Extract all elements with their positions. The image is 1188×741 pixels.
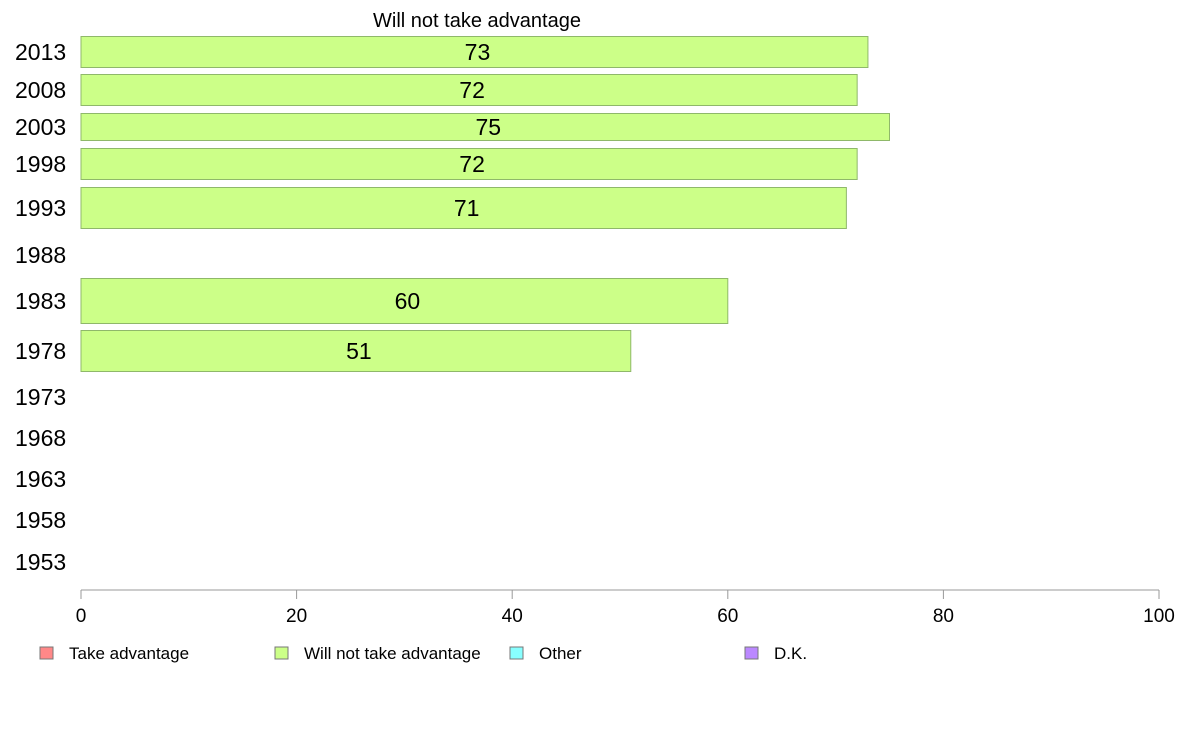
year-label-1963: 1963 <box>15 466 66 492</box>
value-label-1983: 60 <box>395 288 421 314</box>
legend: Take advantage Will not take advantage Oth… <box>39 644 807 663</box>
legend-label-0: Take advantage <box>69 644 189 663</box>
year-label-1968: 1968 <box>15 425 66 451</box>
legend-item-1: Will not take advantage <box>274 644 481 663</box>
x-tick-label-40: 40 <box>502 606 523 627</box>
legend-label-2: Other <box>539 644 582 663</box>
bars-layer: 73 72 75 72 71 60 51 <box>80 36 890 372</box>
legend-swatch-1 <box>274 646 289 660</box>
x-tick-label-20: 20 <box>286 606 307 627</box>
bar-2003 <box>80 113 890 141</box>
value-label-1998: 72 <box>459 151 485 177</box>
legend-item-3: D.K. <box>744 644 807 663</box>
x-axis: 0 20 40 60 80 100 <box>76 589 1175 627</box>
chart-title: Will not take advantage <box>373 10 581 32</box>
x-tick-label-0: 0 <box>76 606 87 627</box>
legend-swatch-0 <box>39 646 54 660</box>
bar-1983 <box>80 278 729 324</box>
legend-swatch-3 <box>744 646 759 660</box>
year-label-1978: 1978 <box>15 338 66 364</box>
bar-1993 <box>80 187 847 229</box>
legend-label-1: Will not take advantage <box>304 644 481 663</box>
value-label-1978: 51 <box>346 338 372 364</box>
year-labels: 2013 2008 2003 1998 1993 1988 1983 1978 1973 1968… <box>15 39 66 575</box>
year-label-2013: 2013 <box>15 39 66 65</box>
year-label-1998: 1998 <box>15 151 66 177</box>
x-tick-label-100: 100 <box>1143 606 1175 627</box>
year-label-1983: 1983 <box>15 288 66 314</box>
legend-item-2: Other <box>509 644 582 663</box>
year-label-2008: 2008 <box>15 77 66 103</box>
year-label-2003: 2003 <box>15 114 66 140</box>
value-label-2003: 75 <box>475 114 501 140</box>
bar-1998 <box>80 148 858 180</box>
year-label-1958: 1958 <box>15 507 66 533</box>
value-label-2008: 72 <box>459 77 485 103</box>
year-label-1973: 1973 <box>15 384 66 410</box>
legend-swatch-2 <box>509 646 524 660</box>
value-label-2013: 73 <box>465 39 491 65</box>
year-label-1993: 1993 <box>15 195 66 221</box>
value-label-1993: 71 <box>454 195 480 221</box>
x-tick-label-60: 60 <box>717 606 738 627</box>
year-label-1953: 1953 <box>15 549 66 575</box>
x-tick-label-80: 80 <box>933 606 954 627</box>
year-label-1988: 1988 <box>15 242 66 268</box>
bar-1978 <box>80 330 632 372</box>
legend-item-0: Take advantage <box>39 644 189 663</box>
bar-2013 <box>80 36 869 68</box>
bar-2008 <box>80 74 858 106</box>
legend-label-3: D.K. <box>774 644 807 663</box>
